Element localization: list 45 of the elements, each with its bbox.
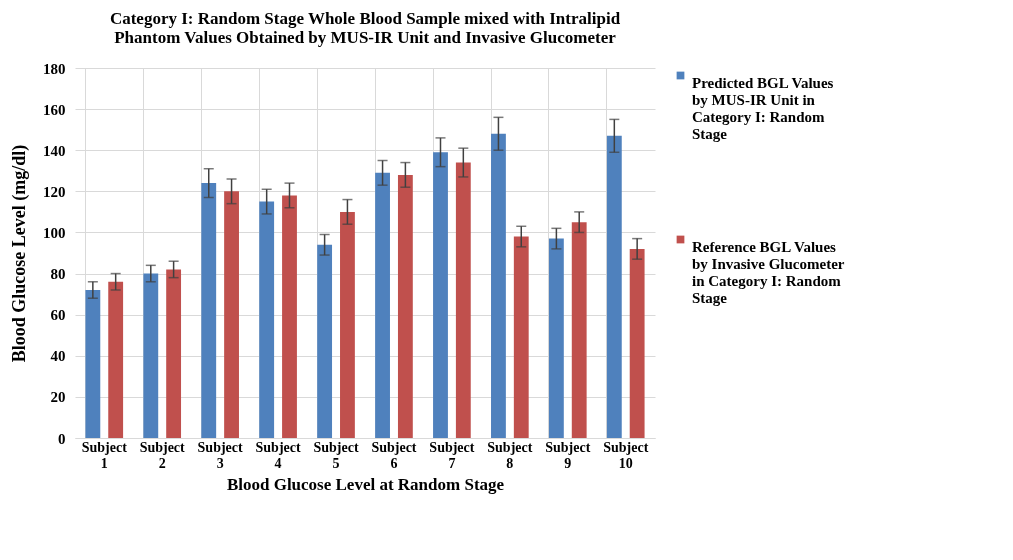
y-tick-label: 140 <box>43 142 66 159</box>
legend-label: Predicted BGL Values by MUS-IR Unit in Category I: Random Stage <box>692 74 834 142</box>
y-tick-label: 60 <box>50 307 66 324</box>
y-tick-label: 100 <box>43 224 66 241</box>
bar <box>108 281 124 438</box>
x-tick-label: Subject 1 <box>81 439 128 471</box>
y-tick-label: 0 <box>58 430 66 447</box>
bar <box>166 269 182 438</box>
chart-title: Category I: Random Stage Whole Blood Sample mixed with Intralipid Phantom Values Obtained by MUS-IR Unit and Invasive Glucometer <box>109 9 621 47</box>
x-tick-label: Subject 6 <box>371 439 417 471</box>
x-tick-label: Subject 8 <box>487 439 533 471</box>
bar <box>282 195 297 438</box>
bar <box>571 222 587 438</box>
bar <box>317 244 333 438</box>
legend-label: Reference BGL Values by Invasive Glucometer in Category I: Random Stage <box>692 238 845 306</box>
y-tick-label: 40 <box>50 348 66 365</box>
bar <box>513 236 529 438</box>
bar <box>548 238 564 438</box>
bar <box>606 135 622 438</box>
y-tick-label: 20 <box>50 389 66 406</box>
y-axis-title: Blood Glucose Level (mg/dl) <box>9 144 30 363</box>
x-tick-label: Subject 2 <box>139 439 186 471</box>
bar <box>85 290 101 438</box>
x-axis-title: Blood Glucose Level at Random Stage <box>226 474 505 494</box>
bar <box>143 273 159 438</box>
x-tick-label: Subject 5 <box>313 439 359 471</box>
bar <box>259 201 275 438</box>
bar <box>201 183 217 438</box>
bar <box>455 162 471 438</box>
y-tick-label: 80 <box>50 266 66 283</box>
bar <box>397 174 413 438</box>
x-tick-label: Subject 7 <box>429 439 475 471</box>
bar <box>629 248 645 438</box>
x-tick-label: Subject 10 <box>603 439 649 471</box>
x-tick-label: Subject 9 <box>545 439 591 471</box>
bar <box>433 152 448 438</box>
x-tick-label: Subject 3 <box>197 439 244 471</box>
x-tick-label: Subject 4 <box>255 439 301 471</box>
bar <box>375 172 390 438</box>
bar <box>491 133 506 438</box>
y-tick-label: 160 <box>43 101 66 118</box>
y-tick-label: 120 <box>43 183 66 200</box>
bar <box>340 211 355 438</box>
bar <box>224 191 239 438</box>
y-tick-label: 180 <box>43 60 66 77</box>
